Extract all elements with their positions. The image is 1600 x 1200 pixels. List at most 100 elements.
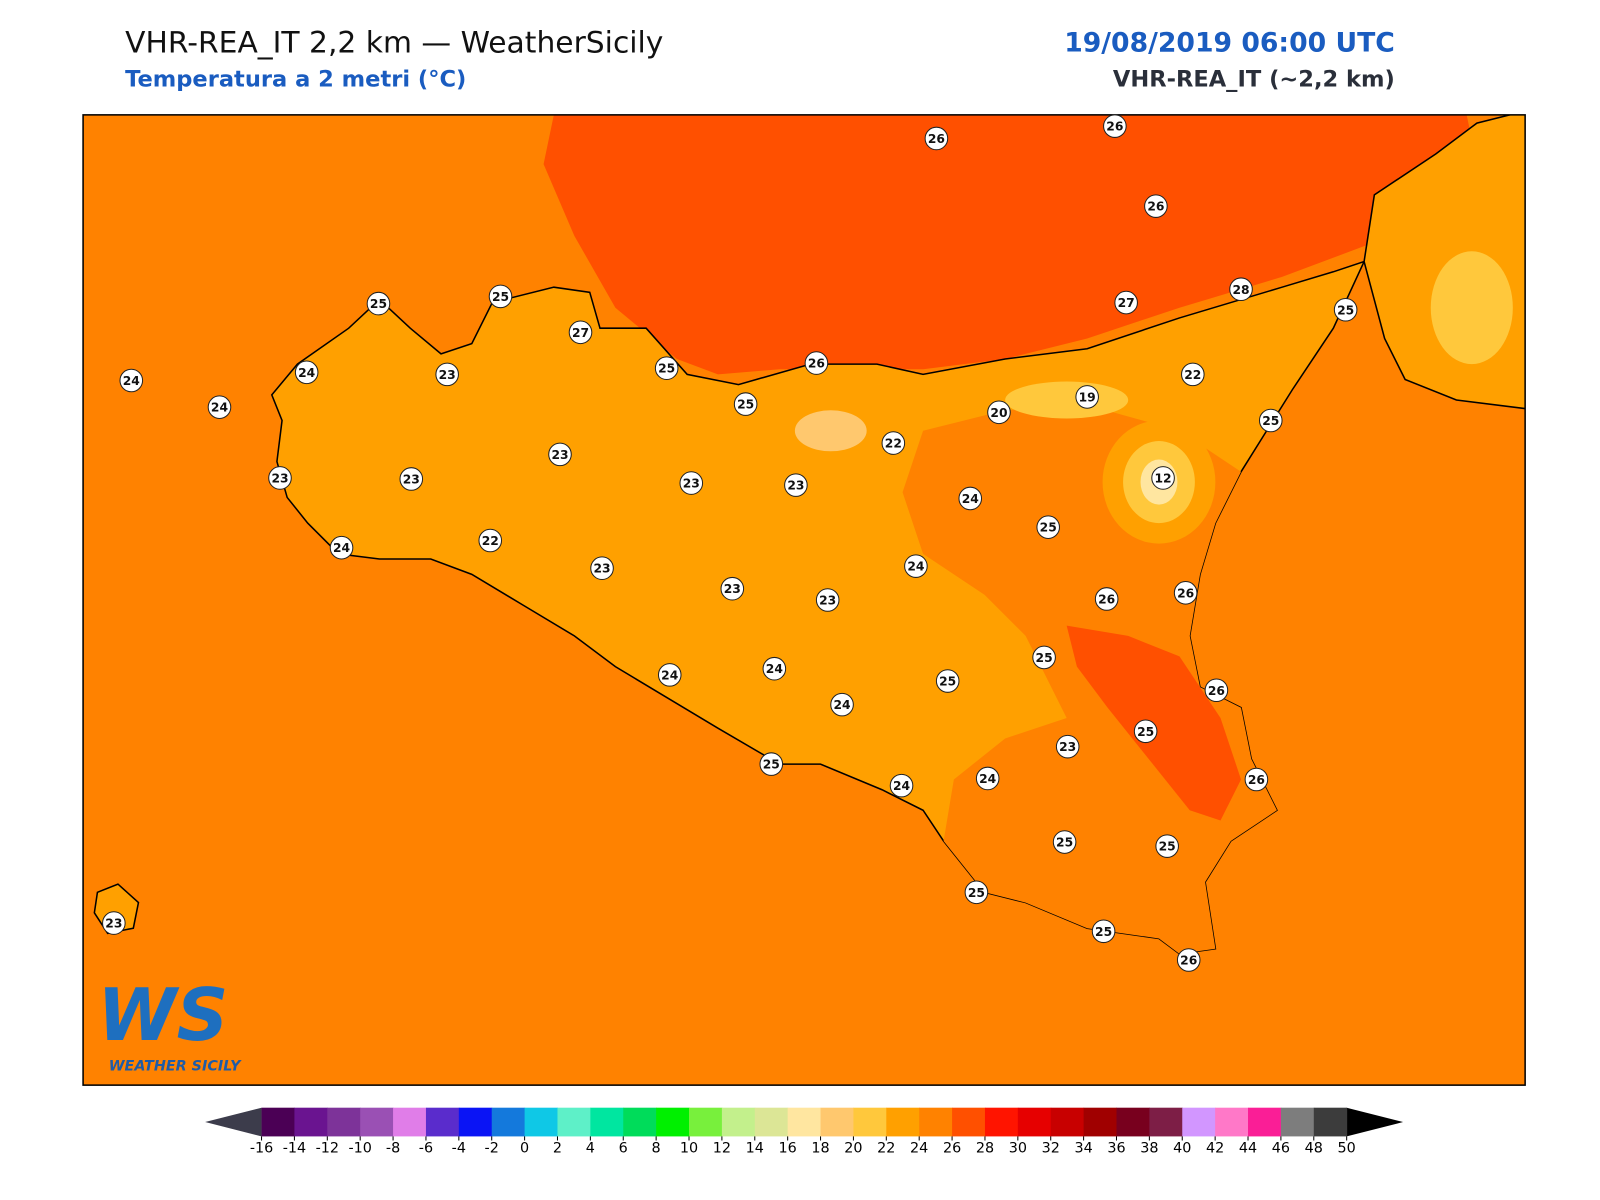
- colorbar-tick-label: 32: [1042, 1141, 1060, 1157]
- station-marker: [657, 663, 682, 687]
- colorbar-tick-label: 10: [680, 1141, 698, 1157]
- station-marker: [1103, 114, 1127, 138]
- colorbar-segment: [524, 1107, 558, 1137]
- station-marker: [1114, 290, 1138, 315]
- colorbar-tick-label: 22: [877, 1141, 895, 1157]
- logo-name: WEATHER SICILY: [109, 1059, 242, 1075]
- station-value: 28: [1232, 283, 1249, 297]
- station-value: 24: [893, 779, 910, 793]
- station-marker: [207, 395, 232, 419]
- station-marker: [548, 442, 572, 467]
- station-marker: [1133, 719, 1158, 744]
- station-value: 26: [1180, 954, 1197, 968]
- colorbar-tick-label: 26: [943, 1141, 961, 1157]
- colorbar-segment: [1248, 1107, 1282, 1137]
- station-value: 25: [1040, 521, 1057, 535]
- colorbar-tick-label: 38: [1140, 1141, 1158, 1157]
- station-marker: [268, 466, 292, 490]
- station-marker: [488, 284, 513, 309]
- station-value: 25: [1056, 836, 1073, 850]
- colorbar: -16 -14 -12 -10 -8 -6 -4 -2 0 2 4 6 8 10 12 14 16 18 20 22 2…: [205, 1107, 1404, 1157]
- station-value: 25: [492, 290, 509, 304]
- station-value: 25: [1095, 925, 1112, 939]
- colorbar-tick-label: 4: [586, 1141, 595, 1157]
- colorbar-tick-label: 28: [976, 1141, 994, 1157]
- station-value: 23: [1059, 740, 1076, 754]
- colorbar-segment: [1083, 1107, 1118, 1137]
- station-value: 24: [123, 374, 140, 388]
- station-marker: [1155, 834, 1179, 858]
- station-marker: [478, 528, 503, 553]
- colorbar-segment: [1116, 1107, 1150, 1137]
- station-marker: [964, 880, 989, 905]
- station-marker: [1032, 645, 1056, 670]
- logo: WS WEATHER SICILY: [97, 973, 242, 1075]
- station-value: 23: [105, 917, 122, 931]
- colorbar-tick-label: -2: [485, 1141, 499, 1157]
- colorbar-over: [1346, 1107, 1404, 1137]
- colorbar-tick-label: 8: [652, 1141, 661, 1157]
- colorbar-segment: [787, 1107, 822, 1137]
- station-marker: [762, 656, 787, 681]
- station-marker: [679, 471, 704, 495]
- colorbar-segment: [491, 1107, 526, 1137]
- station-marker: [720, 576, 745, 601]
- map: [82, 114, 1526, 1086]
- colorbar-segment: [425, 1107, 460, 1137]
- station-marker: [1052, 830, 1077, 854]
- colorbar-tick-label: 2: [553, 1141, 562, 1157]
- station-value: 25: [968, 886, 985, 900]
- colorbar-segment: [721, 1107, 756, 1137]
- cool-zone: [794, 410, 867, 452]
- station-value: 25: [658, 362, 675, 376]
- station-value: 23: [439, 368, 456, 382]
- station-marker: [294, 360, 319, 385]
- station-marker: [904, 554, 928, 578]
- station-marker: [958, 486, 983, 511]
- colorbar-segment: [360, 1107, 394, 1137]
- station-marker: [975, 766, 1000, 791]
- colorbar-segment: [458, 1107, 493, 1137]
- station-marker: [830, 692, 854, 717]
- station-value: 23: [724, 582, 741, 596]
- colorbar-segment: [984, 1107, 1019, 1137]
- station-marker: [366, 291, 391, 316]
- colorbar-segment: [393, 1107, 427, 1137]
- colorbar-segment: [1149, 1107, 1183, 1137]
- stations: 26 26 26 25 25 27 27 28 25 24 24 24 23 25 26 25 22 19 20 25…: [102, 114, 1358, 972]
- station-value: 25: [1262, 414, 1279, 428]
- station-marker: [1181, 362, 1205, 387]
- colorbar-segment: [1280, 1107, 1315, 1137]
- station-marker: [804, 351, 829, 375]
- colorbar-tick-label: -16: [250, 1141, 273, 1157]
- colorbar-tick-label: 48: [1305, 1141, 1323, 1157]
- station-value: 20: [990, 406, 1007, 420]
- colorbar-tick-label: 34: [1074, 1141, 1092, 1157]
- station-value: 26: [1106, 120, 1123, 134]
- station-marker: [881, 431, 906, 455]
- station-value: 25: [939, 675, 956, 689]
- station-marker: [1333, 297, 1358, 322]
- colorbar-tick-label: -4: [452, 1141, 466, 1157]
- station-value: 25: [370, 297, 387, 311]
- station-marker: [329, 535, 354, 560]
- colorbar-segment: [886, 1107, 920, 1137]
- station-value: 24: [979, 772, 996, 786]
- station-marker: [399, 467, 424, 491]
- station-marker: [1094, 587, 1119, 611]
- station-value: 27: [572, 326, 589, 340]
- station-value: 12: [1155, 471, 1172, 485]
- colorbar-tick-label: 6: [619, 1141, 628, 1157]
- station-value: 23: [551, 448, 568, 462]
- station-marker: [102, 911, 126, 935]
- colorbar-tick-label: 14: [746, 1141, 764, 1157]
- station-value: 26: [808, 357, 825, 371]
- station-value: 23: [683, 477, 700, 491]
- cool-zone: [1430, 251, 1513, 365]
- station-value: 26: [1098, 593, 1115, 607]
- colorbar-under: [205, 1107, 262, 1137]
- station-marker: [784, 473, 808, 497]
- datetime: 19/08/2019 06:00 UTC: [1064, 28, 1395, 59]
- station-value: 27: [1118, 296, 1135, 310]
